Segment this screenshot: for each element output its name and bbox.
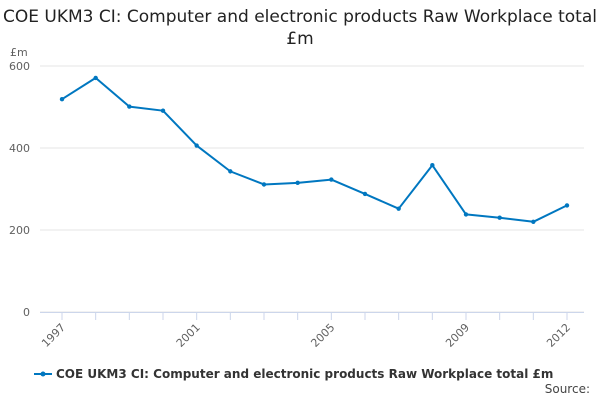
x-tick-label: 2005 <box>308 321 337 350</box>
y-tick-label: 400 <box>9 142 30 155</box>
data-point <box>261 182 267 187</box>
legend-label: COE UKM3 CI: Computer and electronic pro… <box>56 367 554 381</box>
x-tick-label: 1997 <box>39 321 68 350</box>
y-tick-label: 0 <box>23 306 30 319</box>
y-tick-label: 200 <box>9 224 30 237</box>
data-point <box>228 169 233 174</box>
data-point <box>194 143 199 148</box>
data-point <box>329 177 334 182</box>
x-tick-label: 2009 <box>443 321 472 350</box>
x-tick-label: 2001 <box>174 321 203 350</box>
y-tick-label: 600 <box>9 60 30 73</box>
data-point <box>396 206 401 211</box>
data-point <box>59 97 65 102</box>
chart-title: COE UKM3 CI: Computer and electronic pro… <box>3 7 597 49</box>
data-point <box>531 219 536 224</box>
legend-item[interactable]: COE UKM3 CI: Computer and electronic pro… <box>34 367 553 381</box>
source-label: Source: <box>544 382 590 396</box>
data-point <box>93 75 98 81</box>
data-point <box>295 180 300 186</box>
data-point <box>362 191 368 197</box>
x-tick-label: 2012 <box>544 321 573 350</box>
data-point <box>160 108 166 113</box>
series-line <box>61 76 568 223</box>
data-point <box>430 163 435 168</box>
data-point <box>564 203 570 208</box>
data-point <box>463 212 469 217</box>
data-point <box>127 104 132 109</box>
data-point <box>497 215 502 220</box>
legend-line-marker-icon <box>34 371 52 377</box>
y-axis-label: £m <box>10 46 28 59</box>
